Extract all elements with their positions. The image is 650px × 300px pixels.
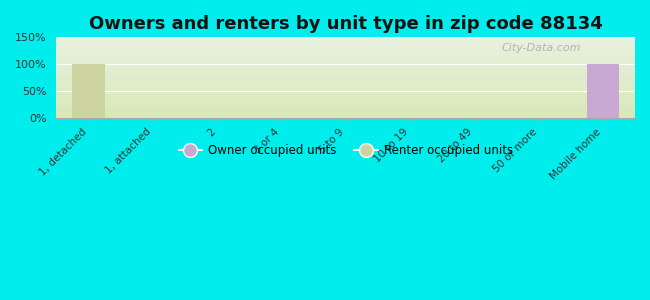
Title: Owners and renters by unit type in zip code 88134: Owners and renters by unit type in zip c…: [89, 15, 603, 33]
Legend: Owner occupied units, Renter occupied units: Owner occupied units, Renter occupied un…: [174, 139, 517, 162]
Bar: [587, 64, 619, 118]
Bar: [72, 64, 105, 118]
Text: City-Data.com: City-Data.com: [502, 43, 581, 53]
